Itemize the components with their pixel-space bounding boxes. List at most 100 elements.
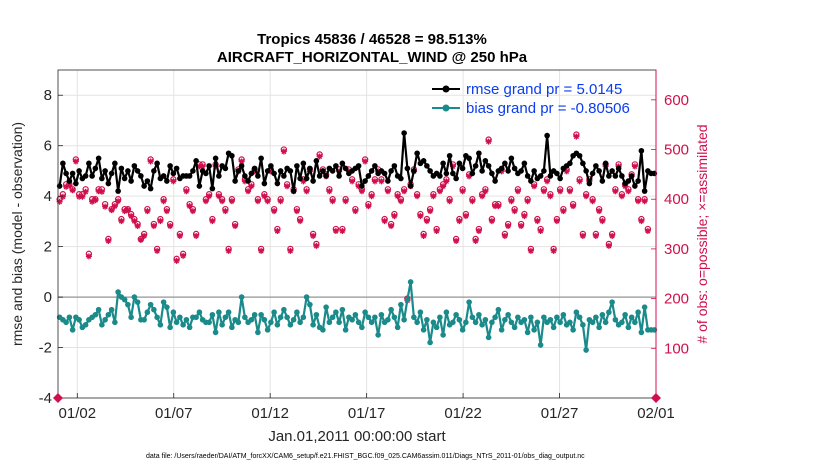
rmse-point	[134, 168, 141, 174]
x-tick-label: 01/22	[444, 405, 482, 422]
obs-assimilated-point	[384, 188, 391, 195]
bias-point	[362, 309, 368, 316]
bias-point	[238, 294, 245, 300]
rmse-point	[492, 178, 498, 184]
bias-point	[492, 314, 498, 321]
rmse-point	[281, 173, 287, 179]
obs-assimilated-point	[180, 252, 187, 259]
obs-assimilated-point	[547, 193, 554, 200]
bias-point	[528, 314, 534, 321]
obs-assimilated-point	[381, 218, 388, 225]
y-tick-label: -2	[39, 340, 52, 357]
rmse-point	[235, 168, 242, 174]
y-right-tick-label: 200	[664, 291, 689, 308]
obs-assimilated-point	[349, 178, 356, 185]
rmse-point	[193, 158, 199, 164]
rmse-point	[105, 180, 112, 187]
bias-point	[160, 299, 167, 305]
rmse-point	[121, 175, 128, 182]
rmse-point	[359, 183, 365, 189]
rmse-point	[73, 180, 79, 187]
rmse-point	[443, 170, 450, 177]
rmse-point	[229, 152, 235, 159]
bias-point	[404, 296, 411, 303]
obs-assimilated-point	[436, 188, 443, 195]
rmse-point	[206, 163, 212, 169]
bias-point	[466, 299, 472, 305]
bias-point	[414, 319, 420, 326]
rmse-point	[336, 173, 342, 179]
bias-point	[310, 322, 316, 328]
rmse-point	[66, 178, 73, 184]
obs-assimilated-point	[609, 232, 616, 239]
rmse-point	[619, 173, 625, 179]
rmse-point	[489, 170, 495, 177]
rmse-point	[170, 170, 177, 177]
bias-point	[173, 319, 180, 326]
obs-assimilated-point	[141, 232, 148, 239]
obs-assimilated-point	[329, 198, 336, 205]
rmse-point	[92, 165, 99, 172]
obs-assimilated-point	[378, 178, 385, 185]
rmse-point	[112, 160, 118, 167]
obs-assimilated-point	[167, 223, 174, 230]
rmse-point	[440, 160, 446, 167]
rmse-point	[544, 132, 550, 139]
obs-assimilated-point	[557, 188, 564, 195]
bias-point	[622, 311, 628, 318]
obs-assimilated-point	[466, 173, 473, 180]
rmse-point	[476, 150, 482, 157]
rmse-point	[469, 170, 476, 177]
obs-assimilated-point	[521, 213, 528, 220]
obs-assimilated-point	[537, 228, 544, 235]
y-axis-right-label: # of obs: o=possible; ×=assimilated	[694, 124, 710, 343]
bias-point	[115, 289, 121, 295]
obs-assimilated-point	[544, 178, 551, 185]
obs-assimilated-point	[313, 242, 320, 249]
bias-point	[524, 329, 531, 336]
bias-point	[307, 301, 313, 308]
obs-assimilated-point	[287, 247, 294, 254]
obs-assimilated-point	[459, 188, 466, 195]
obs-assimilated-point	[362, 158, 369, 165]
obs-assimilated-point	[511, 208, 518, 215]
obs-assimilated-point	[59, 193, 66, 200]
rmse-point	[580, 160, 586, 167]
y-right-tick-label: 100	[664, 340, 689, 357]
bias-point	[209, 311, 216, 318]
bias-point	[102, 316, 108, 323]
rmse-point	[63, 170, 69, 177]
obs-assimilated-point	[206, 193, 213, 200]
bias-point	[437, 314, 443, 321]
bias-point	[212, 329, 219, 336]
bias-point	[534, 319, 541, 326]
rmse-point	[372, 163, 378, 169]
rmse-point	[547, 173, 554, 179]
obs-assimilated-point	[137, 236, 144, 243]
bias-point	[508, 319, 515, 326]
obs-assimilated-point	[355, 183, 362, 190]
obs-assimilated-point	[280, 148, 287, 155]
rmse-point	[76, 168, 82, 174]
bias-point	[131, 294, 138, 300]
obs-assimilated-point	[641, 198, 648, 205]
obs-assimilated-point	[498, 168, 505, 175]
bias-point	[303, 294, 310, 300]
bias-point	[359, 324, 365, 331]
bias-point	[427, 339, 433, 346]
rmse-point	[323, 173, 329, 179]
y-tick-label: 2	[44, 239, 52, 256]
rmse-point	[342, 165, 349, 172]
rmse-point	[154, 160, 160, 167]
x-tick-label: 01/17	[348, 405, 386, 422]
obs-assimilated-point	[443, 178, 450, 185]
bias-point	[294, 309, 300, 316]
obs-assimilated-point	[160, 198, 167, 205]
rmse-point	[505, 168, 511, 174]
rmse-point	[99, 175, 105, 182]
rmse-point	[567, 160, 573, 167]
bias-line	[58, 280, 655, 352]
bias-point	[284, 314, 290, 321]
obs-assimilated-point	[170, 178, 177, 185]
